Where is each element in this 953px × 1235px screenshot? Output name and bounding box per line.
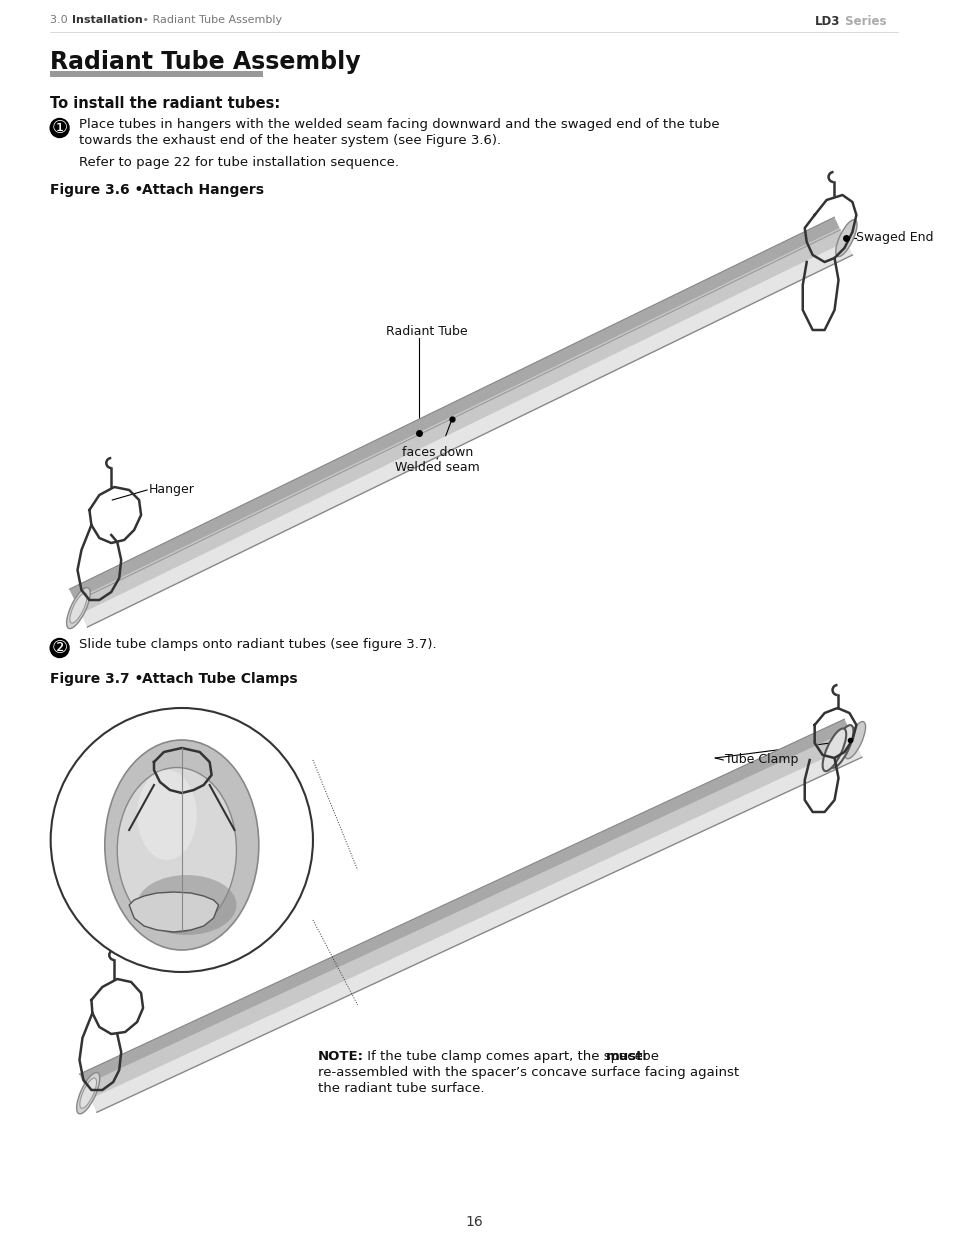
Text: Swaged End: Swaged End (856, 231, 933, 245)
Text: Attach Hangers: Attach Hangers (142, 183, 264, 198)
Text: Installation: Installation (71, 15, 142, 25)
Text: Slide tube clamps onto radiant tubes (see figure 3.7).: Slide tube clamps onto radiant tubes (se… (79, 638, 436, 651)
Polygon shape (129, 892, 218, 932)
Ellipse shape (821, 729, 845, 771)
Text: 16: 16 (464, 1215, 482, 1229)
Text: faces down: faces down (401, 446, 473, 459)
Text: the radiant tube surface.: the radiant tube surface. (317, 1082, 484, 1095)
Polygon shape (81, 242, 852, 627)
Polygon shape (91, 743, 861, 1113)
Polygon shape (79, 719, 861, 1113)
Ellipse shape (67, 588, 91, 629)
Text: be: be (638, 1050, 659, 1063)
Text: Figure 3.6 •: Figure 3.6 • (50, 183, 148, 198)
Text: Refer to page 22 for tube installation sequence.: Refer to page 22 for tube installation s… (79, 156, 399, 169)
Ellipse shape (105, 740, 258, 950)
Text: 3.0: 3.0 (50, 15, 71, 25)
Text: Tube Clamp: Tube Clamp (724, 753, 798, 767)
Ellipse shape (829, 725, 853, 768)
Ellipse shape (835, 220, 856, 257)
Ellipse shape (137, 876, 236, 935)
Text: ①: ① (51, 119, 68, 137)
Circle shape (51, 119, 69, 137)
Text: To install the radiant tubes:: To install the radiant tubes: (50, 96, 279, 111)
Text: Radiant Tube Assembly: Radiant Tube Assembly (50, 49, 360, 74)
Text: Series: Series (840, 15, 885, 28)
Text: Welded seam: Welded seam (395, 461, 479, 474)
Ellipse shape (117, 767, 236, 932)
Text: re-assembled with the spacer’s concave surface facing against: re-assembled with the spacer’s concave s… (317, 1066, 739, 1079)
Circle shape (51, 638, 69, 657)
Text: Attach Tube Clamps: Attach Tube Clamps (142, 672, 297, 685)
Text: Place tubes in hangers with the welded seam facing downward and the swaged end o: Place tubes in hangers with the welded s… (79, 119, 720, 131)
Ellipse shape (844, 721, 864, 758)
Text: Hanger: Hanger (149, 483, 194, 496)
Text: must: must (605, 1050, 642, 1063)
Circle shape (51, 708, 313, 972)
Polygon shape (79, 719, 848, 1086)
Ellipse shape (80, 1078, 96, 1108)
Ellipse shape (137, 769, 196, 860)
Text: ②: ② (51, 638, 68, 657)
Polygon shape (70, 217, 852, 627)
Polygon shape (70, 217, 839, 600)
Text: Concave surface: Concave surface (62, 790, 159, 803)
Bar (50, 70, 263, 77)
Text: NOTE:: NOTE: (317, 1050, 363, 1063)
Text: • Radiant Tube Assembly: • Radiant Tube Assembly (139, 15, 282, 25)
Text: LD3: LD3 (814, 15, 840, 28)
Text: Radiant Tube: Radiant Tube (386, 325, 468, 338)
Text: towards the exhaust end of the heater system (see Figure 3.6).: towards the exhaust end of the heater sy… (79, 135, 501, 147)
Text: Figure 3.7 •: Figure 3.7 • (50, 672, 148, 685)
Ellipse shape (76, 1072, 100, 1114)
Text: If the tube clamp comes apart, the spacer: If the tube clamp comes apart, the space… (362, 1050, 652, 1063)
Ellipse shape (70, 593, 87, 624)
